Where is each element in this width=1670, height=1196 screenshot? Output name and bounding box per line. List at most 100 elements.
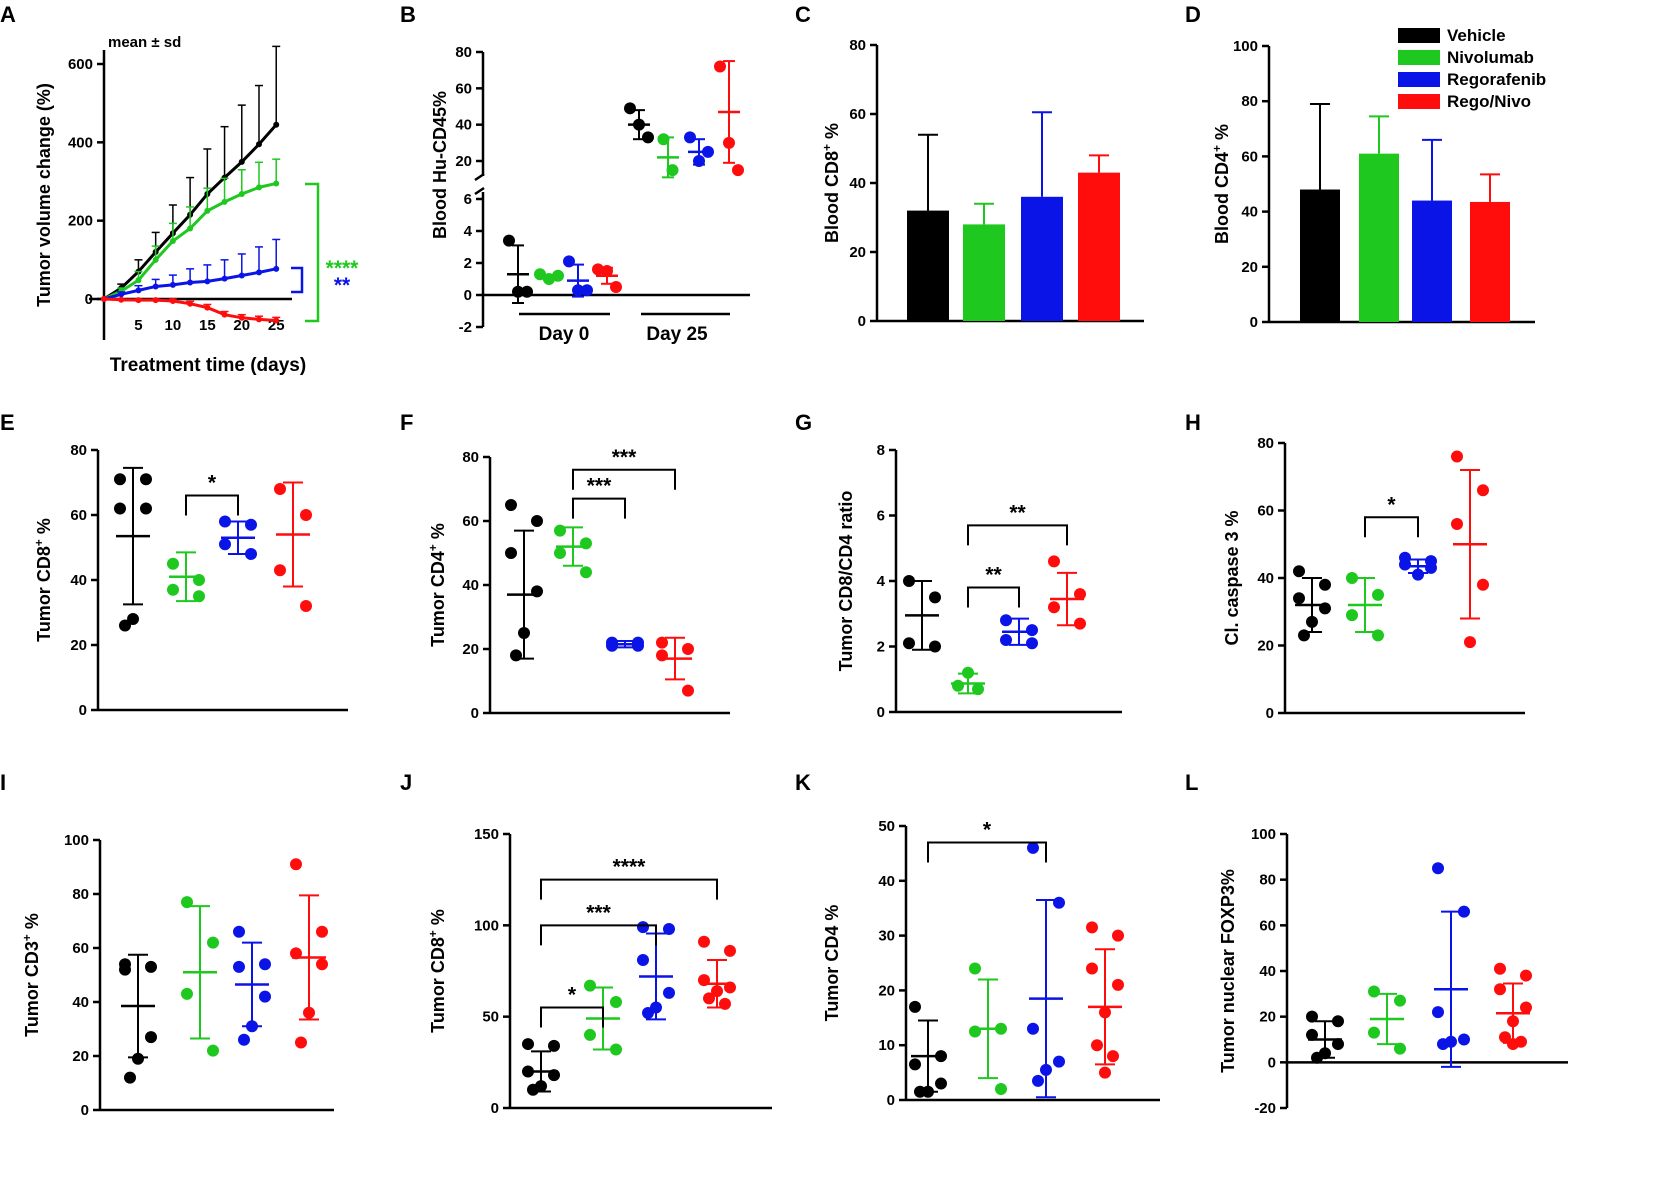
- data-point: [256, 316, 262, 323]
- data-point: [207, 1044, 219, 1057]
- data-point: [505, 499, 517, 511]
- bracket-line: [540, 1006, 604, 1028]
- x-group-label: Day 25: [646, 324, 708, 345]
- data-point: [273, 317, 280, 324]
- dot-group-vehicle: [522, 1038, 560, 1096]
- data-point: [1394, 994, 1406, 1007]
- dot-group-rego-nivo: [1494, 962, 1532, 1051]
- dot-group: [624, 102, 654, 144]
- data-point: [606, 639, 618, 652]
- data-point: [543, 273, 555, 285]
- y-axis-title: Tumor CD8/CD4 ratio: [836, 491, 856, 672]
- y-axis-title: Tumor CD4+ %: [426, 523, 448, 647]
- y-tick-label: 100: [474, 917, 499, 934]
- data-point: [181, 896, 193, 909]
- data-point: [929, 640, 941, 653]
- data-point: [295, 1036, 307, 1049]
- y-tick-label: 0: [464, 287, 472, 304]
- data-point: [238, 1033, 250, 1046]
- dot-group-nivolumab: [167, 551, 205, 603]
- data-point: [610, 281, 622, 293]
- panel-letter-g: G: [795, 410, 812, 435]
- y-tick-label: 0: [1250, 314, 1258, 331]
- data-point: [1027, 1022, 1039, 1035]
- significance-label: *: [1387, 493, 1396, 516]
- data-point: [510, 649, 522, 662]
- data-point: [181, 987, 193, 1000]
- y-tick-label: 0: [1268, 1054, 1276, 1071]
- data-point: [1507, 1038, 1519, 1051]
- y-tick-label: 0: [81, 1102, 89, 1119]
- significance-label: ****: [613, 856, 647, 879]
- panel-letter-a: A: [0, 2, 16, 27]
- data-point: [1464, 636, 1476, 649]
- data-point: [1332, 1015, 1344, 1028]
- data-point: [167, 583, 179, 596]
- data-point: [1026, 637, 1038, 650]
- data-point: [531, 585, 543, 598]
- data-point: [135, 277, 142, 284]
- y-tick-label: 60: [849, 106, 866, 123]
- y-tick-label: 100: [1251, 826, 1276, 843]
- panel-i: 0 20 40 60 80 100 Tumor CD3+ %: [20, 832, 334, 1119]
- significance-label: *: [983, 818, 992, 841]
- data-point: [610, 1043, 622, 1056]
- data-point: [581, 284, 593, 297]
- legend-label: Nivolumab: [1447, 48, 1534, 67]
- y-axis-title: Blood CD4+ %: [1210, 124, 1232, 244]
- data-point: [563, 255, 575, 268]
- panel-l: -20 0 20 40 60 80 100 Tumor nuclear FOXP3%: [1218, 826, 1568, 1117]
- data-point: [300, 600, 312, 612]
- legend-swatch: [1398, 50, 1440, 65]
- data-point: [1099, 1066, 1111, 1079]
- dot-group-nivolumab: [181, 896, 219, 1057]
- data-point: [637, 954, 649, 967]
- panel-letter-e: E: [0, 410, 15, 435]
- bar-rego-nivo: [1470, 201, 1510, 322]
- y-tick-label: 50: [878, 818, 895, 835]
- dot-group-rego-nivo: [1048, 555, 1086, 630]
- dot-group: [563, 255, 593, 298]
- data-point: [1293, 565, 1305, 578]
- y-tick-label: 6: [877, 508, 885, 525]
- data-point: [1432, 1006, 1444, 1019]
- data-point: [698, 974, 710, 987]
- y-axis-title: Blood CD8+ %: [820, 123, 842, 243]
- data-point: [657, 133, 670, 146]
- data-point: [1074, 617, 1086, 630]
- data-point: [682, 643, 694, 655]
- y-tick-label: 0: [85, 291, 93, 308]
- axis-break-mark: [474, 186, 485, 196]
- data-point: [140, 473, 152, 486]
- data-point: [521, 285, 533, 298]
- y-tick-label: 0: [471, 705, 479, 722]
- dot-group: [534, 268, 564, 285]
- data-point: [127, 613, 139, 625]
- bracket-regorafenib: [291, 266, 304, 294]
- bar-regorafenib: [1412, 200, 1452, 322]
- data-point: [1026, 624, 1038, 637]
- data-point: [995, 1022, 1007, 1035]
- y-tick-label: 60: [72, 940, 89, 957]
- legend-label: Vehicle: [1447, 26, 1506, 45]
- dot-group: [503, 234, 533, 304]
- data-point: [684, 131, 696, 144]
- y-tick-label: 60: [1257, 503, 1274, 520]
- y-tick-label: 2: [877, 639, 885, 656]
- x-tick-label: 20: [233, 317, 250, 334]
- data-point: [702, 145, 714, 158]
- data-point: [1319, 578, 1331, 591]
- dot-group: [657, 133, 679, 179]
- dot-group-vehicle: [119, 953, 157, 1084]
- bar-vehicle: [907, 210, 949, 321]
- significance-bracket: ***: [572, 475, 626, 519]
- y-tick-label: 80: [455, 44, 472, 61]
- panel-letter-c: C: [795, 2, 811, 27]
- data-point: [238, 272, 245, 279]
- data-point: [219, 538, 231, 551]
- data-point: [503, 234, 515, 247]
- data-point: [552, 269, 564, 282]
- data-point: [666, 164, 679, 177]
- data-point: [1368, 1026, 1380, 1039]
